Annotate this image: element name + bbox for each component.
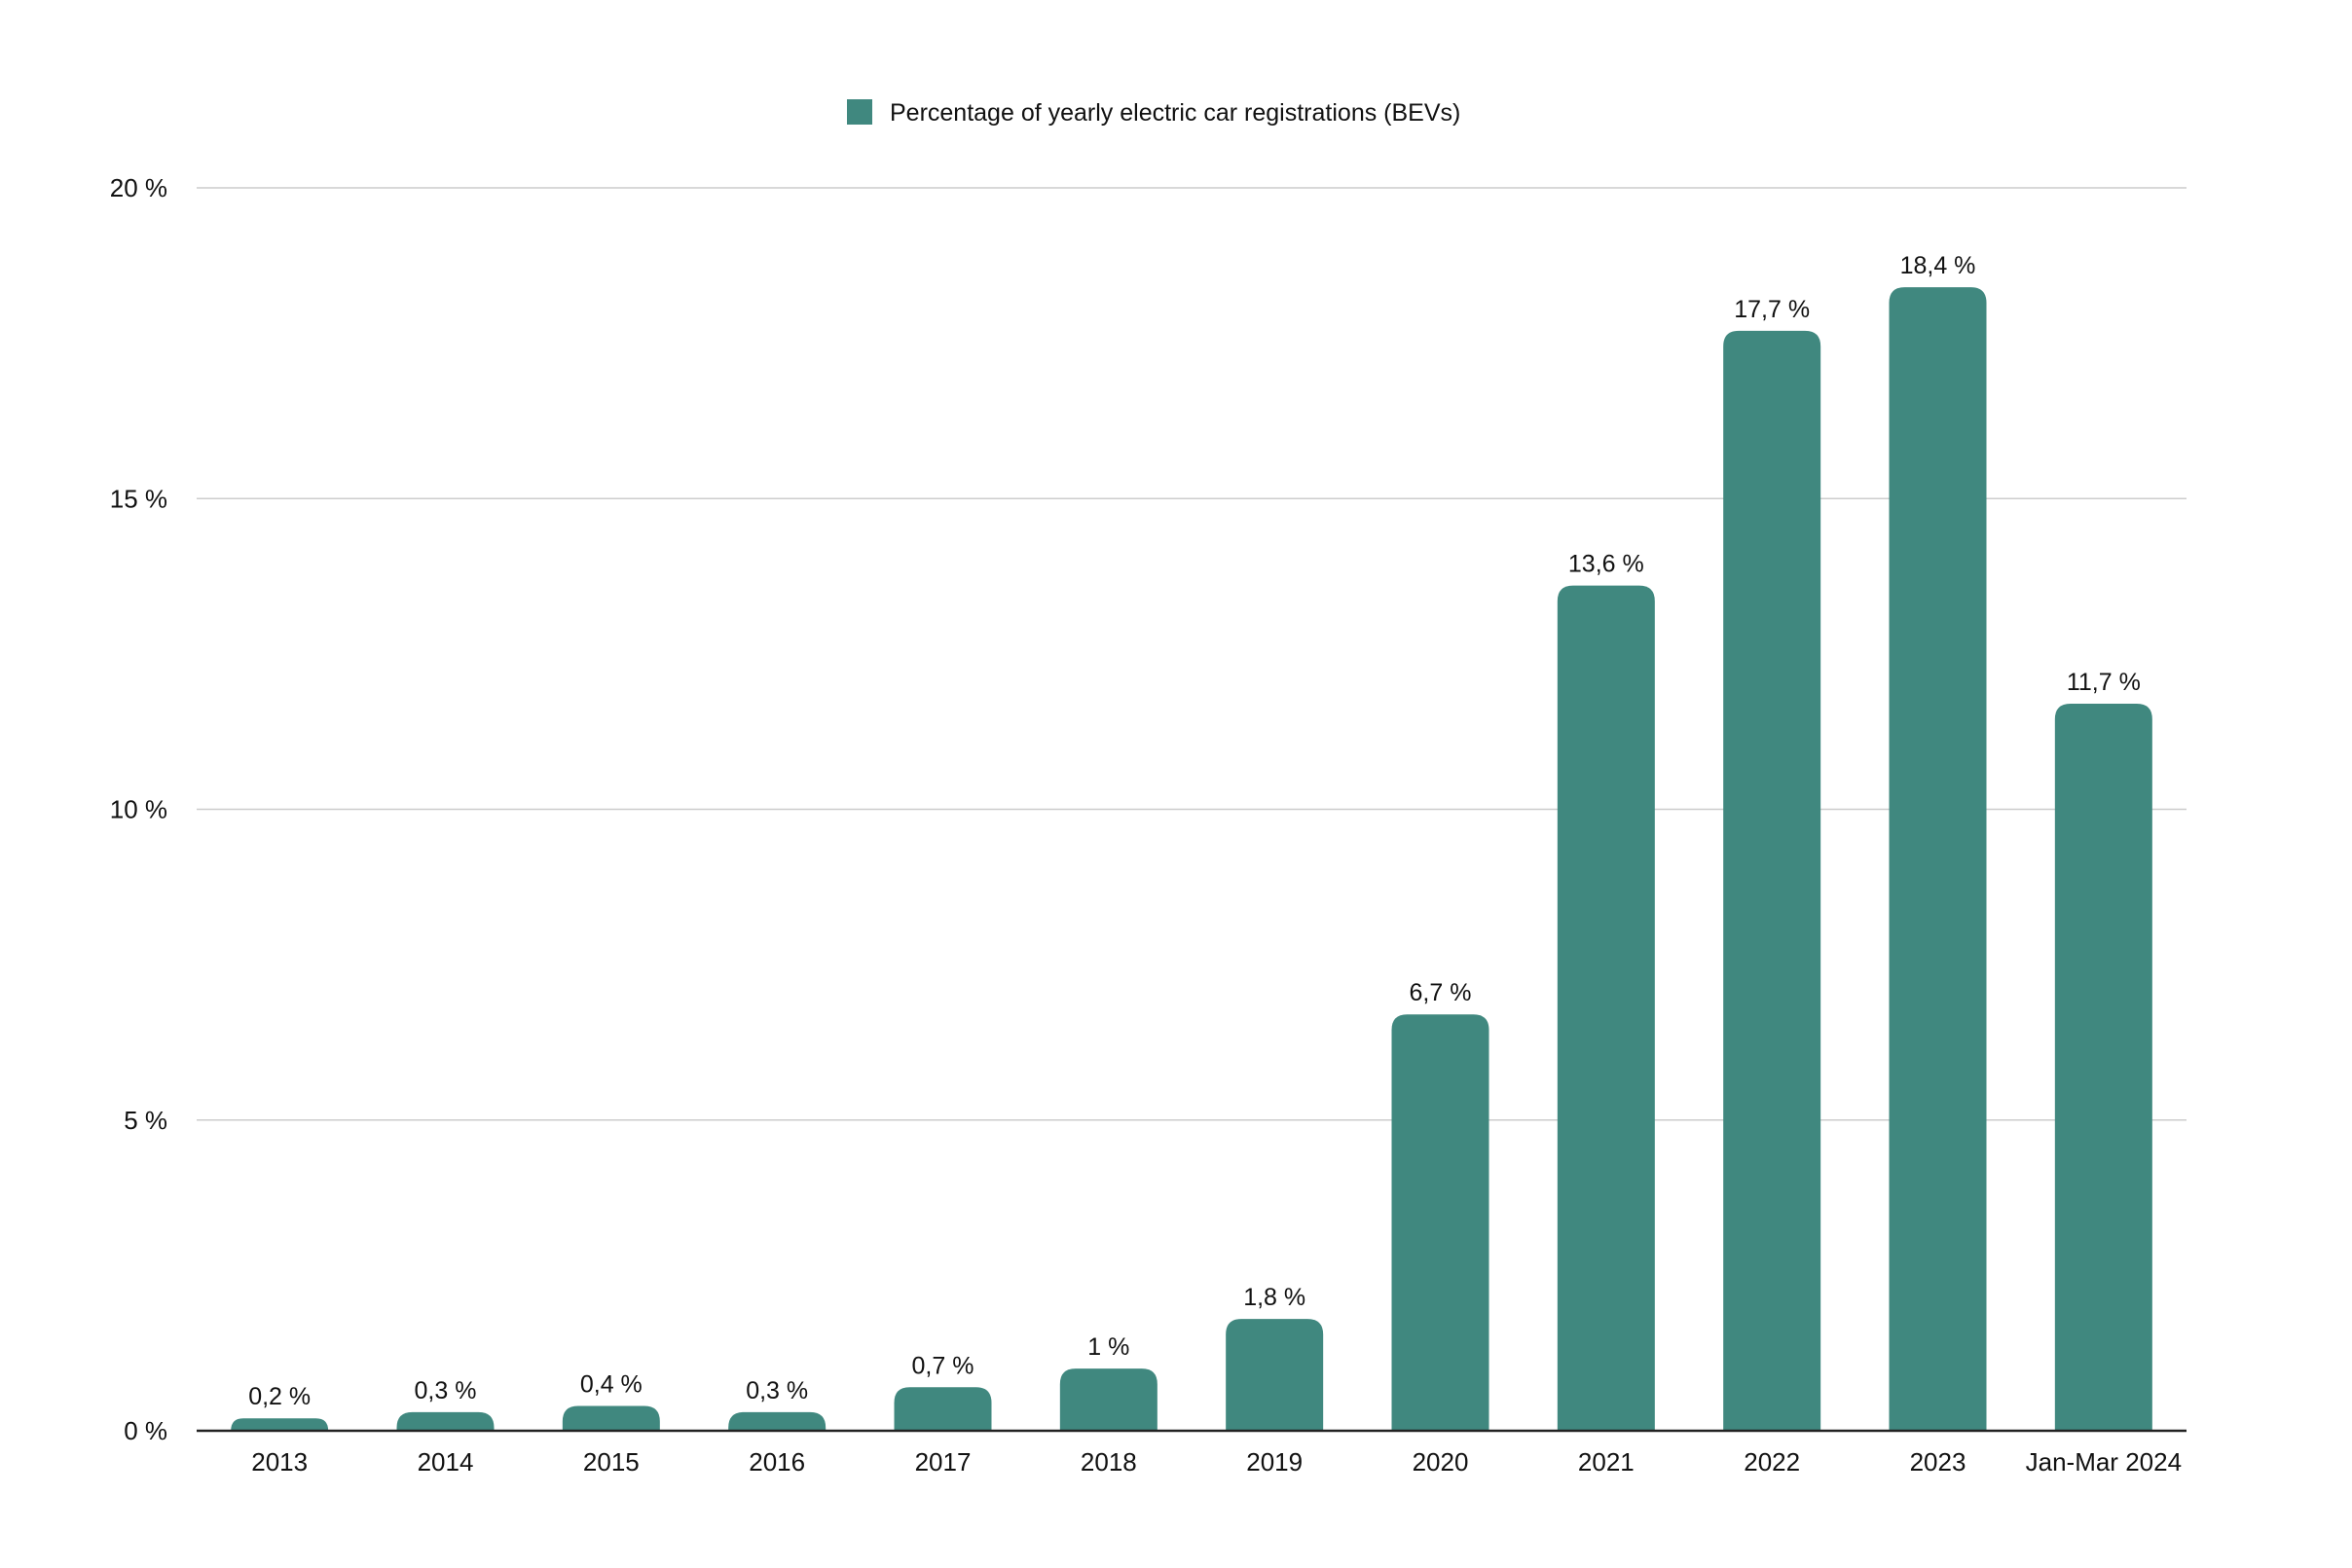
bar-2014: [396, 1411, 495, 1431]
x-tick-label: 2015: [583, 1447, 640, 1477]
y-tick-label: 20 %: [110, 173, 167, 202]
data-label: 13,6 %: [1568, 551, 1644, 578]
data-label: 0,3 %: [415, 1377, 477, 1404]
bar-2018: [1059, 1368, 1158, 1431]
bar-2022: [1723, 330, 1821, 1432]
y-tick-label: 0 %: [124, 1416, 167, 1445]
data-label: 11,7 %: [2067, 669, 2141, 696]
gridlines: [197, 187, 2187, 1121]
data-label: 0,3 %: [746, 1377, 808, 1404]
data-label: 1 %: [1087, 1333, 1129, 1361]
x-tick-label: 2017: [915, 1447, 972, 1477]
legend-label: Percentage of yearly electric car regist…: [890, 99, 1460, 127]
legend-swatch: [847, 99, 872, 125]
x-tick-label: 2022: [1744, 1447, 1800, 1477]
data-label: 17,7 %: [1734, 296, 1810, 323]
bar-2013: [231, 1418, 329, 1431]
data-label: 1,8 %: [1243, 1284, 1305, 1311]
bar-jan-mar-2024: [2054, 703, 2152, 1431]
x-tick-label: 2019: [1246, 1447, 1303, 1477]
x-tick-label: 2013: [251, 1447, 308, 1477]
data-labels: 0,2 % 0,3 % 0,4 % 0,3 % 0,7 % 1 % 1,8 % 6,7 % 13…: [248, 252, 2141, 1410]
bar-2023: [1889, 287, 1987, 1431]
y-tick-label: 10 %: [110, 795, 167, 824]
x-tick-label: Jan-Mar 2024: [2026, 1447, 2182, 1477]
bars: [231, 287, 2152, 1432]
x-tick-label: 2023: [1910, 1447, 1966, 1477]
legend: Percentage of yearly electric car regist…: [847, 99, 1460, 127]
x-tick-label: 2018: [1081, 1447, 1137, 1477]
x-axis-tick-labels: 2013 2014 2015 2016 2017 2018 2019 2020 2021 2022…: [251, 1447, 2182, 1477]
bar-2015: [562, 1405, 660, 1431]
data-label: 0,7 %: [912, 1352, 974, 1379]
bar-2021: [1557, 585, 1655, 1431]
bar-2017: [894, 1387, 992, 1431]
x-tick-label: 2020: [1413, 1447, 1469, 1477]
bar-2019: [1226, 1319, 1324, 1431]
bar-2020: [1391, 1014, 1489, 1431]
data-label: 18,4 %: [1900, 252, 1976, 279]
data-label: 0,4 %: [580, 1370, 643, 1398]
data-label: 0,2 %: [248, 1383, 311, 1410]
x-tick-label: 2021: [1578, 1447, 1635, 1477]
y-tick-label: 5 %: [124, 1106, 167, 1135]
x-tick-label: 2014: [418, 1447, 474, 1477]
y-axis-tick-labels: 0 % 5 % 10 % 15 % 20 %: [110, 173, 167, 1445]
data-label: 6,7 %: [1410, 979, 1472, 1006]
x-tick-label: 2016: [749, 1447, 805, 1477]
y-tick-label: 15 %: [110, 484, 167, 513]
bar-2016: [728, 1411, 827, 1431]
